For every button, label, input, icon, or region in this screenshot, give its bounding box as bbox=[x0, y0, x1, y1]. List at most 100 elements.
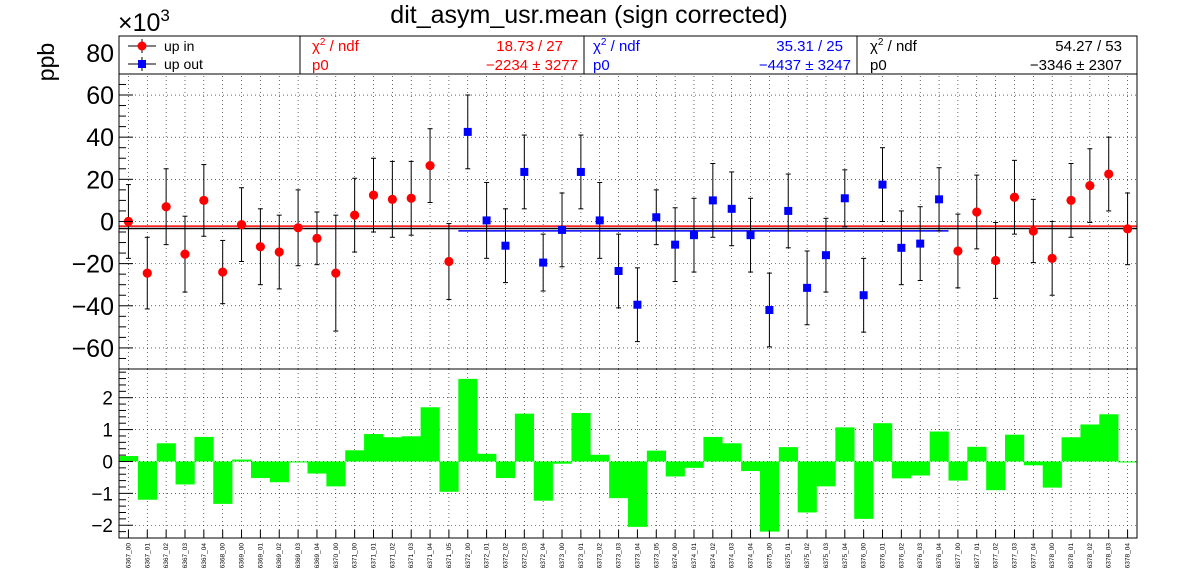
data-point-up-out bbox=[708, 196, 717, 205]
data-point-up-in bbox=[368, 190, 379, 200]
residual-bar bbox=[194, 436, 214, 462]
residual-bar bbox=[1042, 461, 1062, 488]
residual-bar bbox=[1023, 461, 1044, 466]
residual-bar bbox=[816, 461, 836, 487]
stats-up-in-chi2-label: χ2 / ndf bbox=[312, 37, 360, 55]
y-tick-label: 2 bbox=[102, 389, 113, 410]
legend-up-out-marker bbox=[138, 60, 146, 68]
y-tick-label: −20 bbox=[72, 251, 114, 279]
x-tick-label: 6374_03 bbox=[729, 543, 736, 569]
residual-bar bbox=[156, 443, 176, 462]
data-point-up-in bbox=[444, 256, 454, 267]
data-point-up-out bbox=[784, 206, 793, 215]
x-tick-label: 6374_00 bbox=[672, 543, 679, 569]
x-tick-label: 6375_01 bbox=[785, 543, 792, 569]
residual-bar bbox=[439, 461, 459, 492]
stats-up-out-chi-symbol: χ bbox=[593, 38, 601, 55]
x-tick-label: 6372_03 bbox=[521, 543, 528, 569]
x-tick-label: 6376_04 bbox=[936, 543, 943, 569]
x-tick-label: 6369_03 bbox=[295, 543, 302, 569]
residual-bar bbox=[1080, 424, 1100, 462]
x-tick-label: 6367_04 bbox=[201, 543, 208, 569]
bottom-panel-x-axis: 6367_00 6367_01 6367_02 6367_03 6367_04 6368_… bbox=[125, 530, 1132, 569]
stats-up-out-p0-label: p0 bbox=[593, 57, 610, 74]
stats-combined-p0-value: −3346 ± 2307 bbox=[1030, 57, 1122, 74]
x-tick-label: 6367_03 bbox=[182, 543, 189, 569]
x-tick-label: 6375_02 bbox=[804, 543, 811, 569]
y-tick-label: −1 bbox=[91, 484, 113, 505]
x-tick-label: 6372_02 bbox=[502, 543, 509, 569]
data-point-up-in bbox=[1028, 226, 1038, 236]
chart-title: dit_asym_usr.mean (sign corrected) bbox=[390, 1, 787, 29]
data-point-up-in bbox=[199, 195, 209, 205]
residual-bar bbox=[307, 461, 327, 474]
data-point-up-in bbox=[1009, 192, 1020, 202]
residual-bar bbox=[458, 378, 478, 462]
data-point-up-out bbox=[746, 231, 755, 240]
residual-bar bbox=[533, 461, 553, 501]
stats-up-in: χ2 / ndf 18.73 / 27 p0 −2234 ± 3277 bbox=[312, 37, 578, 74]
y-tick-label: 1 bbox=[102, 421, 113, 442]
y-tick-label: −2 bbox=[91, 516, 113, 537]
residual-bar bbox=[1061, 437, 1081, 462]
x-tick-label: 6373_01 bbox=[578, 543, 585, 569]
data-point-up-out bbox=[803, 283, 812, 292]
data-point-up-in bbox=[331, 268, 341, 278]
residual-bar bbox=[873, 423, 893, 462]
residual-bar bbox=[269, 461, 289, 483]
x-tick-label: 6367_02 bbox=[163, 543, 170, 569]
residual-bar bbox=[778, 447, 798, 462]
data-point-up-in bbox=[255, 242, 265, 252]
residual-bar bbox=[590, 454, 610, 462]
data-point-up-out bbox=[652, 213, 661, 222]
stats-up-in-p0-value: −2234 ± 3277 bbox=[486, 57, 578, 74]
data-point-up-in bbox=[1104, 169, 1114, 179]
residual-bar bbox=[288, 461, 308, 463]
x-tick-label: 6371_02 bbox=[389, 543, 396, 569]
x-tick-label: 6376_02 bbox=[898, 543, 905, 569]
stats-combined-chi-symbol: χ bbox=[870, 38, 878, 55]
data-point-up-out bbox=[935, 195, 944, 204]
data-point-up-out bbox=[576, 167, 585, 176]
stats-up-out-chi2-label: χ2 / ndf bbox=[593, 37, 641, 55]
data-point-up-in bbox=[1085, 181, 1095, 191]
data-point-up-in bbox=[293, 223, 303, 233]
residual-bar bbox=[835, 427, 855, 462]
residual-bar bbox=[137, 461, 158, 500]
data-point-up-in bbox=[180, 249, 190, 259]
y-tick-label: 80 bbox=[86, 40, 114, 68]
stats-legend-box: up in up out χ2 / ndf 18.73 / 27 p0 −223… bbox=[118, 35, 1138, 75]
data-point-up-in bbox=[274, 247, 284, 257]
stats-combined-ndf-text: / ndf bbox=[883, 38, 917, 55]
x-tick-label: 6374_02 bbox=[710, 543, 717, 569]
residual-bar bbox=[232, 459, 252, 462]
x-tick-label: 6377_04 bbox=[1030, 543, 1037, 569]
x-tick-label: 6371_03 bbox=[408, 543, 415, 569]
data-point-up-out bbox=[689, 231, 698, 240]
x-tick-label: 6376_00 bbox=[861, 543, 868, 569]
data-point-up-out bbox=[539, 258, 548, 267]
residual-bar bbox=[477, 453, 497, 462]
residual-bar bbox=[646, 450, 667, 462]
residual-bar bbox=[609, 461, 629, 499]
data-point-up-in bbox=[161, 202, 171, 212]
stats-up-out-ndf-text: / ndf bbox=[606, 38, 640, 55]
data-point-up-out bbox=[595, 216, 604, 225]
x-tick-label: 6367_00 bbox=[125, 543, 132, 569]
stats-combined-chi2-value: 54.27 / 53 bbox=[1055, 38, 1122, 55]
data-point-up-out bbox=[520, 167, 529, 176]
data-point-up-in bbox=[218, 267, 228, 277]
x-tick-label: 6371_00 bbox=[352, 543, 359, 569]
residual-bar bbox=[119, 456, 139, 462]
x-tick-label: 6374_01 bbox=[691, 543, 698, 569]
data-point-up-out bbox=[821, 251, 830, 260]
top-panel-data-points bbox=[123, 94, 1133, 348]
stats-up-in-p0-label: p0 bbox=[312, 57, 329, 74]
x-tick-label: 6378_04 bbox=[1125, 543, 1132, 569]
residual-bar bbox=[213, 461, 233, 504]
residual-bar bbox=[175, 461, 195, 485]
y-axis-multiplier-exponent: 3 bbox=[160, 6, 169, 25]
x-tick-label: 6373_05 bbox=[653, 543, 660, 569]
residual-bar bbox=[382, 437, 403, 462]
